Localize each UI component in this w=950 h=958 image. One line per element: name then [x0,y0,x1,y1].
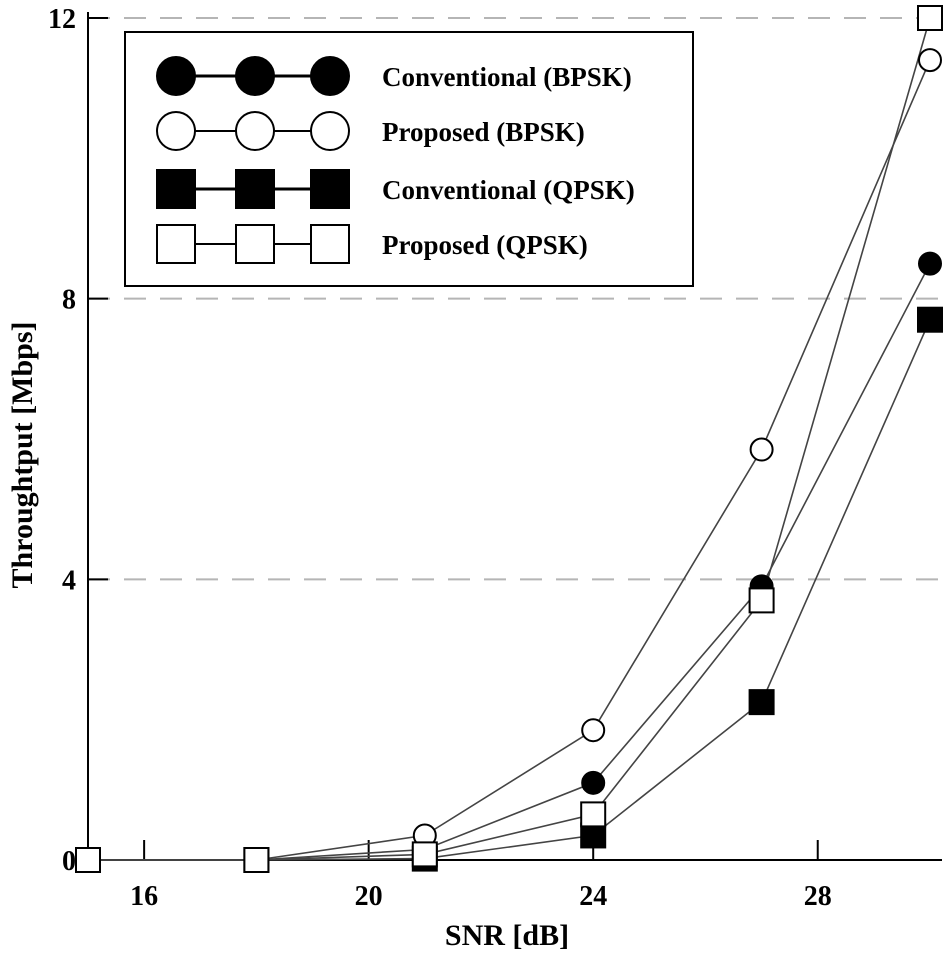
data-point-s3-1 [243,847,270,873]
data-point-s2-4 [748,689,775,716]
y-tick-label-0: 0 [62,846,76,877]
x-tick-label-24: 24 [579,881,607,912]
legend: Conventional (BPSK) Proposed (BPSK) Conven… [124,31,694,287]
x-tick-label-16: 16 [130,881,158,912]
y-tick-label-4: 4 [62,565,76,596]
series-line-2 [88,319,931,861]
legend-marker-0-2 [310,56,350,96]
x-tick-label-20: 20 [355,881,383,912]
legend-marker-3-0 [156,224,196,264]
x-tick-label-28: 28 [804,881,832,912]
data-point-s1-5 [918,48,942,73]
data-point-s1-4 [749,437,774,462]
legend-marker-1-0 [156,111,196,151]
legend-label-3: Proposed (QPSK) [382,230,588,260]
data-point-s3-4 [748,587,775,614]
series-line-3 [88,17,931,861]
legend-marker-0-0 [156,56,196,96]
data-point-s2-3 [580,822,607,849]
legend-marker-1-2 [310,111,350,151]
legend-label-1: Proposed (BPSK) [382,117,585,147]
legend-label-2: Conventional (QPSK) [382,175,635,205]
y-axis-label: Throughtput [Mbps] [6,321,39,588]
data-point-s3-0 [75,847,101,873]
data-point-s0-5 [918,251,942,276]
legend-marker-2-1 [235,169,275,209]
data-point-s2-5 [917,306,943,333]
legend-label-0: Conventional (BPSK) [382,62,632,92]
data-point-s3-2 [411,841,438,868]
data-point-s1-3 [581,718,606,743]
tick-labels: 16 20 24 28 0 4 8 12 [48,4,832,912]
y-tick-label-8: 8 [62,285,76,316]
y-tick-label-12: 12 [48,4,76,35]
data-point-s0-3 [581,770,606,795]
series-layer [75,5,943,873]
data-point-s3-3 [580,801,607,828]
legend-marker-1-1 [235,111,275,151]
legend-marker-3-2 [310,224,350,264]
data-point-s3-5 [917,5,943,31]
x-axis-label: SNR [dB] [445,919,569,952]
legend-marker-2-0 [156,169,196,209]
legend-marker-3-1 [235,224,275,264]
legend-marker-0-1 [235,56,275,96]
legend-marker-2-2 [310,169,350,209]
